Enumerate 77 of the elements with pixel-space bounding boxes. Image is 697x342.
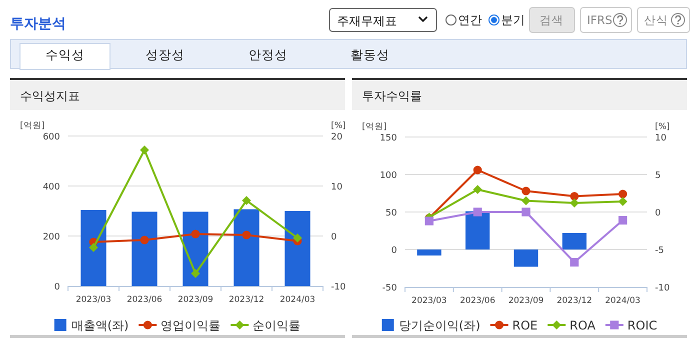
bar [514,250,538,267]
text: 성장성 [146,47,184,62]
point [242,196,251,205]
legend-label: ROA [570,318,596,332]
bar [562,233,586,250]
y2-tick-label: 10 [331,182,343,192]
x-tick-label: 2023/12 [228,295,264,305]
point [140,236,149,244]
point [242,230,251,240]
point [89,243,98,252]
legend-label: 매출액(좌) [71,318,129,332]
text: 분기 [501,13,525,27]
point [522,196,530,206]
text: 연간 [458,13,482,27]
text: 활동성 [350,47,390,62]
y-tick-label: 100 [380,171,398,181]
chart-title: 투자수익률 [362,89,422,103]
y2-tick-label: 10 [655,134,667,144]
point [570,258,579,267]
text: IFRS [587,13,612,27]
y-tick-label: 200 [42,232,60,242]
point [570,198,579,208]
text: 산식 [644,13,668,27]
point [191,269,200,278]
legend-label: 영업이익률 [160,318,221,332]
y2-axis-title: [%] [655,122,670,132]
x-tick-label: 2023/06 [126,295,162,305]
y-axis-title: [억원] [362,122,387,132]
bar [466,211,490,250]
y2-tick-label: -5 [655,246,664,256]
text: 안정성 [248,47,288,62]
point [140,146,149,154]
x-tick-label: 2023/09 [178,295,214,305]
y-tick-label: 50 [386,208,398,218]
x-tick-label: 2023/06 [460,296,496,306]
y-tick-label: 400 [42,182,60,192]
point [618,216,628,225]
point [618,190,628,198]
point [473,166,482,174]
point [618,197,628,206]
y-tick-label: -50 [382,284,398,294]
point [570,192,579,201]
y2-tick-label: -10 [655,284,670,294]
chart-title: 수익성지표 [20,89,80,103]
text: 주재무제표 [337,14,397,28]
y2-tick-label: 20 [331,132,343,142]
x-tick-label: 2023/12 [556,296,592,306]
y-tick-label: 0 [391,246,398,256]
x-tick-label: 2023/03 [76,295,112,305]
point [522,208,530,216]
legend-label: ROE [512,318,538,332]
legend-label: ROIC [627,318,658,332]
x-tick-label: 2023/09 [508,296,544,306]
y2-tick-label: 0 [655,208,661,218]
point [473,185,482,194]
y-axis-title: [억원] [20,121,45,131]
y2-tick-label: -10 [331,282,346,292]
y2-axis-title: [%] [331,121,346,131]
point [293,234,302,242]
y-tick-label: 600 [42,132,60,142]
bar [417,250,442,256]
point [522,186,530,196]
point [473,208,482,216]
y-tick-label: 0 [54,282,60,292]
x-tick-label: 2024/03 [280,295,316,305]
y2-tick-label: 5 [655,171,661,181]
point [424,216,434,226]
x-tick-label: 2024/03 [605,296,640,306]
text: 검색 [540,13,564,27]
legend-label: 당기순이익(좌) [398,318,480,332]
text: 투자분석 [10,16,66,32]
legend-label: 순이익률 [252,318,301,332]
y-tick-label: 150 [380,134,398,144]
point [191,230,200,238]
x-tick-label: 2023/03 [412,296,447,306]
text: 수익성 [46,47,84,62]
y2-tick-label: 0 [331,232,337,242]
